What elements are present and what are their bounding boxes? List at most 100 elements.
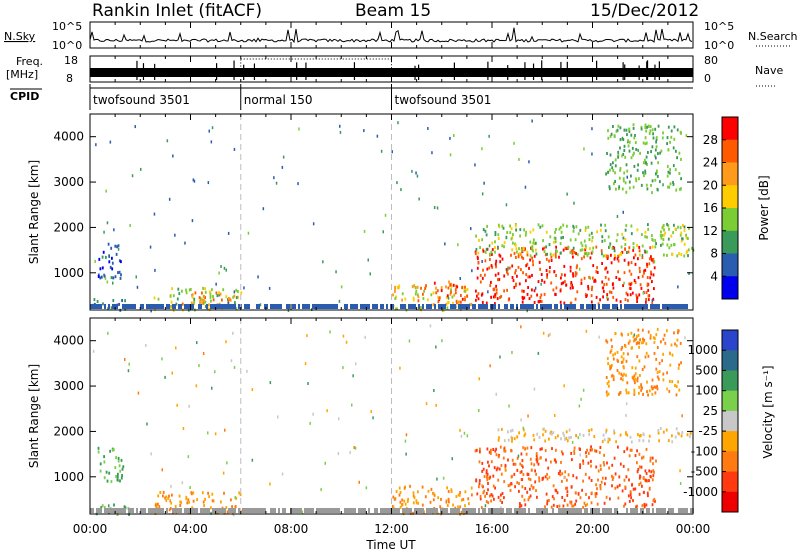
power-cell-ground [122, 304, 124, 309]
power-cell [437, 295, 440, 299]
power-cell [601, 262, 603, 265]
power-cell [531, 119, 533, 123]
velocity-cell [544, 475, 547, 479]
power-cell-ground [210, 304, 212, 309]
velocity-cell [181, 481, 184, 485]
power-cell [153, 212, 156, 216]
power-cell [560, 282, 563, 286]
velocity-cell [680, 361, 682, 365]
velocity-colorbar-tick-label: 100 [695, 384, 718, 398]
velocity-cell [560, 460, 562, 464]
power-cell [136, 285, 139, 289]
power-cell [452, 283, 455, 287]
velocity-cell [648, 479, 650, 483]
x-tick-label: 16:00 [475, 522, 510, 536]
velocity-cell-ground [216, 508, 218, 513]
power-cell [282, 155, 285, 159]
velocity-cell [669, 363, 672, 367]
velocity-cell [689, 431, 692, 435]
power-cell [558, 227, 561, 231]
power-cell [528, 297, 531, 301]
velocity-cell-ground [578, 508, 580, 513]
power-cell [153, 296, 156, 300]
power-cell-ground [540, 304, 542, 309]
velocity-cell [483, 475, 486, 479]
power-cell-ground [572, 304, 574, 309]
velocity-cell [489, 494, 491, 498]
power-cell [578, 267, 581, 271]
power-cell-ground [244, 304, 246, 309]
power-cell [616, 128, 619, 132]
power-cell [533, 254, 536, 258]
power-cell [655, 145, 658, 149]
power-cell [619, 167, 622, 170]
velocity-cell [439, 505, 442, 509]
velocity-cell [606, 357, 609, 361]
power-cell [572, 286, 574, 290]
velocity-cell [565, 430, 568, 434]
power-cell [555, 245, 557, 249]
power-cell [635, 177, 637, 181]
velocity-cell [640, 388, 642, 392]
power-cell-ground [368, 304, 370, 309]
power-cell [438, 296, 441, 300]
power-cell [675, 149, 677, 153]
power-cell [625, 128, 628, 132]
velocity-cell [427, 489, 430, 493]
power-cell [657, 152, 659, 156]
velocity-cell [210, 511, 212, 515]
power-cell-ground [494, 304, 496, 309]
power-cell [596, 271, 599, 274]
power-cell-ground [302, 304, 304, 309]
power-cell [632, 248, 635, 252]
power-cell-ground [374, 304, 376, 309]
power-cell [495, 259, 498, 263]
power-colorbar-swatch [722, 185, 738, 209]
velocity-cell [619, 462, 622, 466]
velocity-cell-ground [326, 508, 328, 513]
velocity-cell [479, 495, 482, 498]
power-cell [201, 291, 203, 295]
power-cell [600, 223, 602, 227]
power-cell-ground [586, 304, 588, 309]
power-cell [646, 262, 648, 266]
velocity-cell [608, 466, 610, 470]
velocity-cell [652, 469, 655, 473]
velocity-cell-ground [354, 508, 356, 513]
velocity-cell-ground [374, 508, 376, 513]
power-cell [669, 168, 671, 172]
power-cell [666, 164, 669, 168]
velocity-cell [638, 438, 641, 442]
velocity-cell-ground [150, 508, 152, 513]
velocity-cell [479, 497, 482, 501]
power-cell [683, 225, 686, 229]
power-cell [601, 239, 604, 243]
velocity-cell-ground [472, 508, 474, 513]
power-cell [559, 300, 562, 304]
power-cell [540, 273, 543, 276]
freq-panel: Freq. [MHz] 18 8 80 0 Nave [6, 54, 783, 87]
power-cell [634, 134, 636, 137]
velocity-cell [532, 486, 535, 489]
velocity-cell [355, 362, 357, 366]
power-cell-ground [94, 304, 96, 309]
velocity-cell [636, 334, 638, 338]
power-cell [107, 242, 110, 246]
velocity-cell [499, 498, 502, 502]
velocity-cell [518, 482, 520, 486]
velocity-cell-ground [92, 508, 94, 513]
velocity-cell-ground [376, 508, 378, 513]
power-cell-ground [544, 304, 546, 309]
power-cell [595, 270, 598, 274]
velocity-cell [504, 449, 507, 453]
power-cell [464, 296, 466, 299]
power-cell-ground [274, 304, 276, 309]
power-cell [103, 230, 105, 234]
velocity-cell [651, 456, 654, 460]
power-cell [594, 279, 597, 283]
power-cell [632, 153, 634, 157]
power-cell [240, 291, 243, 295]
power-cell [549, 266, 551, 269]
power-cell [639, 253, 641, 257]
